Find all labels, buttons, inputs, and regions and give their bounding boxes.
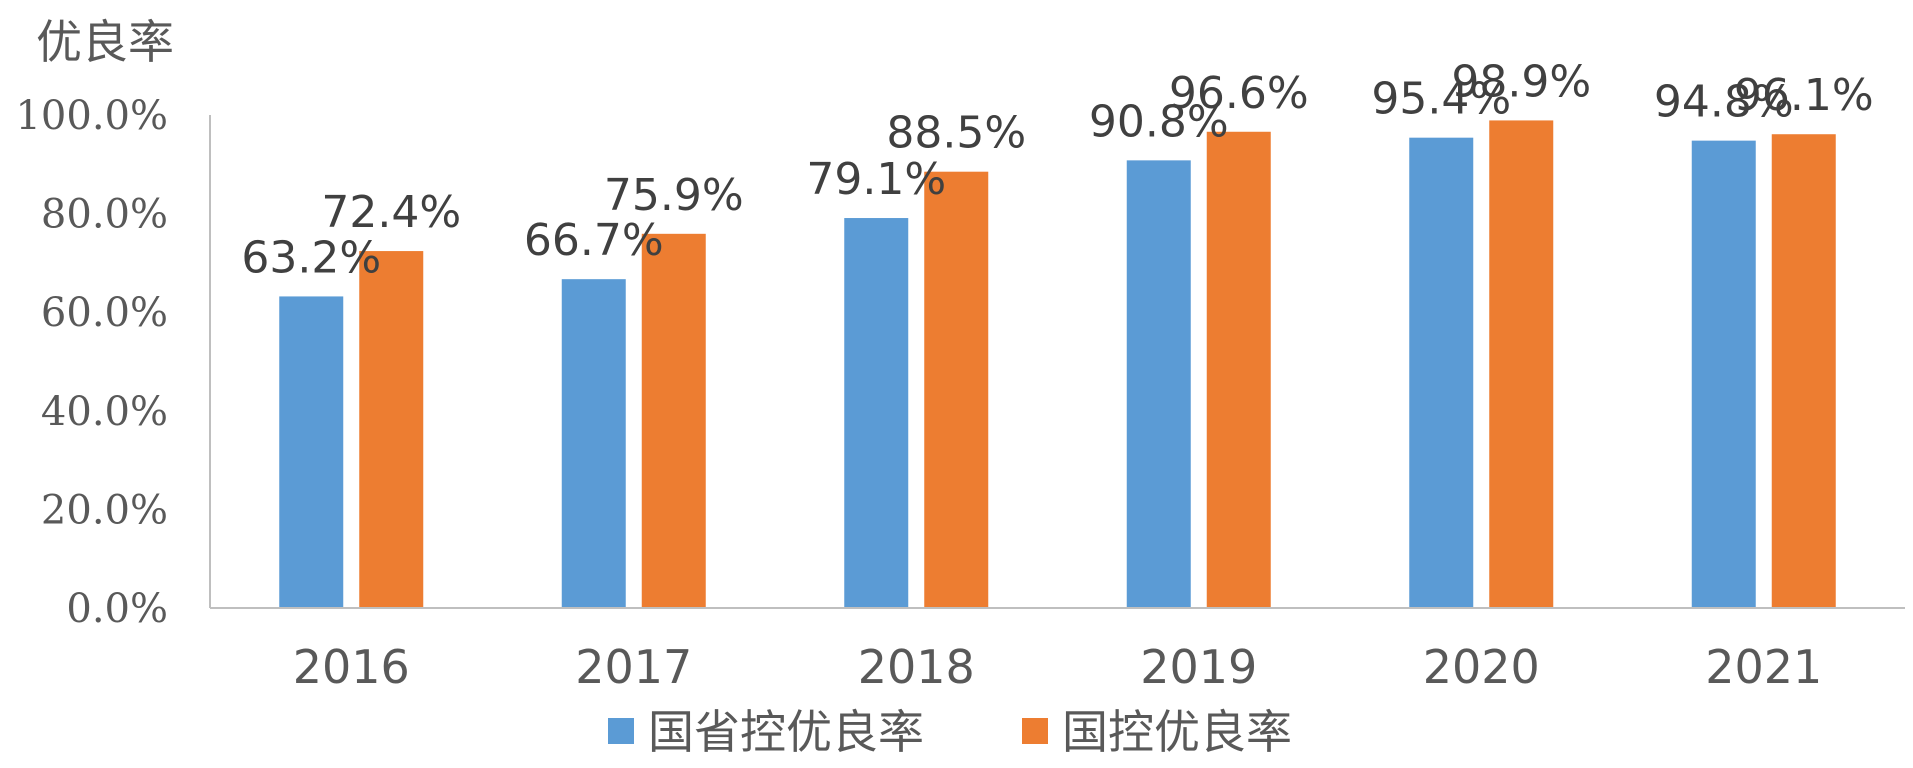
bar-provincial-2017	[561, 279, 626, 608]
bar-provincial-2018	[844, 218, 909, 609]
bar-national-2016	[359, 251, 424, 608]
x-tick-label: 2019	[1140, 640, 1257, 694]
bar-national-2019	[1206, 131, 1271, 608]
x-tick-label: 2021	[1705, 640, 1822, 694]
data-label: 75.9%	[604, 170, 744, 221]
y-tick-label: 40.0%	[41, 389, 168, 435]
y-tick-label: 60.0%	[41, 290, 168, 336]
y-axis-ticks: 0.0% 20.0% 40.0% 60.0% 80.0% 100.0%	[15, 93, 168, 632]
legend: 国省控优良率 国控优良率	[608, 705, 1292, 759]
y-tick-label: 100.0%	[15, 93, 168, 139]
data-label: 96.6%	[1169, 68, 1309, 119]
x-tick-label: 2016	[293, 640, 410, 694]
data-labels-group: 63.2%72.4% 66.7%75.9% 79.1%88.5% 90.8%96.6%…	[241, 56, 1873, 283]
data-label: 88.5%	[886, 108, 1026, 159]
data-label: 63.2%	[241, 232, 381, 283]
bar-national-2017	[641, 233, 706, 609]
bars-group	[279, 120, 1836, 609]
bar-national-2021	[1771, 134, 1836, 609]
legend-label: 国省控优良率	[648, 705, 924, 759]
y-tick-label: 80.0%	[41, 192, 168, 238]
data-label: 66.7%	[524, 215, 664, 266]
data-label: 72.4%	[321, 187, 461, 238]
x-axis-labels: 2016 2017 2018 2019 2020 2021	[293, 640, 1823, 694]
legend-swatch	[1022, 718, 1048, 744]
data-label: 96.1%	[1734, 70, 1874, 121]
x-tick-label: 2020	[1423, 640, 1540, 694]
x-tick-label: 2018	[858, 640, 975, 694]
data-label: 98.9%	[1451, 56, 1591, 107]
data-label: 94.8%	[1654, 77, 1794, 128]
bar-provincial-2019	[1126, 160, 1191, 608]
data-label: 79.1%	[806, 154, 946, 205]
data-label: 90.8%	[1089, 96, 1229, 147]
legend-swatch	[608, 718, 634, 744]
x-tick-label: 2017	[575, 640, 692, 694]
bar-national-2020	[1489, 120, 1554, 608]
data-label: 95.4%	[1371, 74, 1511, 125]
y-tick-label: 0.0%	[66, 586, 168, 632]
bar-national-2018	[924, 171, 989, 608]
bar-provincial-2021	[1691, 140, 1756, 609]
bar-provincial-2020	[1409, 137, 1474, 609]
legend-label: 国控优良率	[1062, 705, 1292, 759]
y-tick-label: 20.0%	[41, 487, 168, 533]
bar-provincial-2016	[279, 296, 344, 608]
y-axis-title: 优良率	[36, 15, 174, 69]
